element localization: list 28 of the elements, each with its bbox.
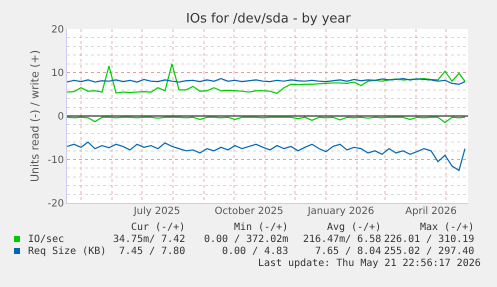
y-tick-label: 0: [58, 112, 64, 122]
text: 0.00 / 4.83: [222, 246, 288, 257]
legend-label: Req Size (KB): [28, 246, 106, 257]
y-tick-label: -20: [48, 198, 64, 210]
text: 216.47m/ 6.58: [303, 234, 382, 245]
legend-label: IO/sec: [28, 234, 64, 245]
text: Cur (-/+): [131, 222, 186, 233]
x-tick-label: July 2025: [132, 206, 180, 217]
text: Min (-/+): [234, 222, 288, 233]
x-tick-label: January 2026: [306, 206, 374, 217]
text: 7.45 / 7.80: [119, 246, 186, 257]
line-series: [67, 63, 466, 94]
text: 226.01 / 310.19: [384, 234, 474, 245]
line-series: [67, 142, 466, 171]
y-axis-title: Units read (-) / write (+): [28, 50, 42, 182]
text: 7.65 / 8.04: [315, 246, 382, 257]
x-tick-label: April 2026: [405, 206, 457, 217]
text: 0.00 / 372.02m: [204, 234, 288, 245]
y-tick-label: 10: [51, 68, 64, 79]
text: 34.75m/ 7.42: [113, 234, 186, 245]
text: Last update: Thu May 21 22:56:17 2026: [258, 258, 481, 269]
text: Max (-/+): [420, 222, 474, 233]
text: 255.02 / 297.40: [384, 246, 474, 257]
chart-title: IOs for /dev/sda - by year: [186, 12, 352, 27]
y-tick-label: 20: [51, 24, 64, 36]
x-tick-label: October 2025: [214, 206, 284, 217]
text: Avg (-/+): [327, 222, 382, 233]
y-tick-label: -10: [48, 155, 64, 166]
